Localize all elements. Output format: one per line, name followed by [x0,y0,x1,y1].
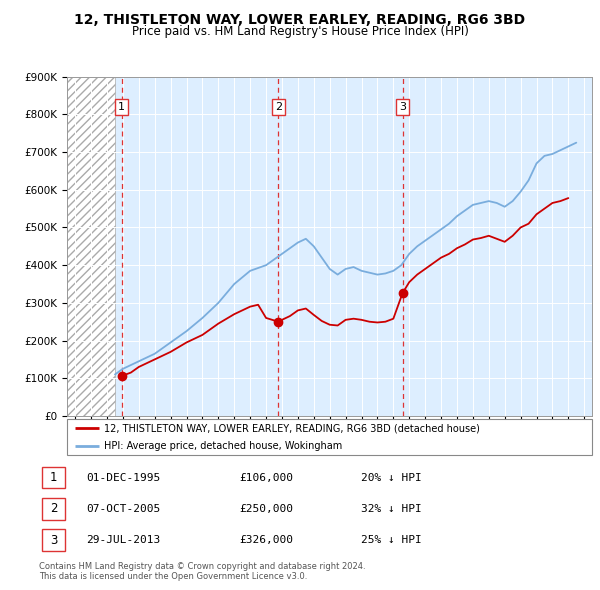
Bar [67,77,115,416]
Text: 1: 1 [118,102,125,112]
Text: 12, THISTLETON WAY, LOWER EARLEY, READING, RG6 3BD (detached house): 12, THISTLETON WAY, LOWER EARLEY, READIN… [104,423,480,433]
Text: 25% ↓ HPI: 25% ↓ HPI [361,535,422,545]
FancyBboxPatch shape [67,419,592,455]
Text: 2: 2 [275,102,282,112]
Text: 1: 1 [50,471,57,484]
Text: 07-OCT-2005: 07-OCT-2005 [86,504,160,514]
Text: HPI: Average price, detached house, Wokingham: HPI: Average price, detached house, Woki… [104,441,342,451]
Text: 12, THISTLETON WAY, LOWER EARLEY, READING, RG6 3BD: 12, THISTLETON WAY, LOWER EARLEY, READIN… [74,13,526,27]
Text: £106,000: £106,000 [239,473,293,483]
Text: £250,000: £250,000 [239,504,293,514]
Text: 01-DEC-1995: 01-DEC-1995 [86,473,160,483]
Text: 20% ↓ HPI: 20% ↓ HPI [361,473,422,483]
Text: Price paid vs. HM Land Registry's House Price Index (HPI): Price paid vs. HM Land Registry's House … [131,25,469,38]
Text: £326,000: £326,000 [239,535,293,545]
Text: 3: 3 [50,533,57,546]
Text: This data is licensed under the Open Government Licence v3.0.: This data is licensed under the Open Gov… [39,572,307,581]
FancyBboxPatch shape [42,529,65,550]
Text: Contains HM Land Registry data © Crown copyright and database right 2024.: Contains HM Land Registry data © Crown c… [39,562,365,571]
FancyBboxPatch shape [42,498,65,520]
Text: 3: 3 [399,102,406,112]
FancyBboxPatch shape [42,467,65,489]
Text: 29-JUL-2013: 29-JUL-2013 [86,535,160,545]
Text: 2: 2 [50,502,57,516]
Text: 32% ↓ HPI: 32% ↓ HPI [361,504,422,514]
